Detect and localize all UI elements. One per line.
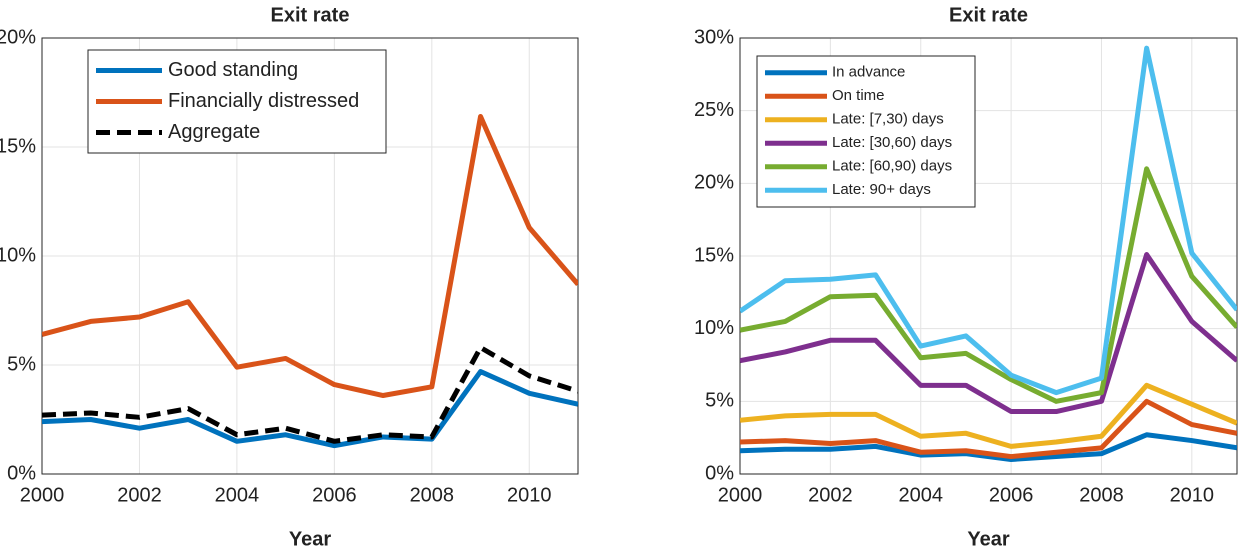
x-tick-label: 2000: [718, 484, 763, 506]
series-line: [740, 398, 1237, 460]
y-tick-label: 5%: [7, 353, 36, 375]
y-tick-label: 20%: [0, 26, 36, 48]
legend-label: Late: [60,90) days: [832, 158, 952, 175]
y-tick-label: 15%: [694, 244, 734, 266]
legend-label: On time: [832, 87, 885, 104]
legend-label: Aggregate: [168, 121, 260, 143]
y-tick-label: 15%: [0, 135, 36, 157]
series-line: [740, 166, 1237, 404]
x-tick-label: 2010: [1170, 484, 1215, 506]
series-line: [740, 432, 1237, 462]
y-tick-label: 0%: [7, 462, 36, 484]
x-tick-label: 2002: [808, 484, 853, 506]
y-tick-label: 20%: [694, 172, 734, 194]
x-tick-label: 2010: [507, 484, 552, 506]
legend-label: Financially distressed: [168, 90, 359, 112]
series-line: [740, 45, 1237, 396]
legend-label: In advance: [832, 64, 905, 81]
x-tick-label: 2008: [1079, 484, 1124, 506]
series-line: [740, 252, 1237, 415]
axes-box: [739, 37, 1238, 475]
x-axis-label: Year: [967, 528, 1009, 550]
legend-label: Late: 90+ days: [832, 181, 931, 198]
chart-title: Exit rate: [271, 4, 350, 26]
series-line: [740, 382, 1237, 449]
x-tick-label: 2004: [898, 484, 943, 506]
legend-box: [756, 55, 976, 208]
series-line: [42, 369, 578, 449]
legend-label: Good standing: [168, 59, 298, 81]
series-line: [42, 345, 578, 444]
x-axis-label: Year: [289, 528, 331, 550]
y-tick-label: 25%: [694, 99, 734, 121]
legend-label: Late: [7,30) days: [832, 111, 944, 128]
series-line: [42, 113, 578, 399]
y-tick-label: 5%: [705, 390, 734, 412]
x-tick-label: 2006: [312, 484, 357, 506]
x-tick-label: 2006: [989, 484, 1034, 506]
y-tick-label: 30%: [694, 26, 734, 48]
x-tick-label: 2002: [117, 484, 162, 506]
y-tick-label: 10%: [0, 244, 36, 266]
legend-label: Late: [30,60) days: [832, 134, 952, 151]
chart-title: Exit rate: [949, 4, 1028, 26]
x-tick-label: 2000: [20, 484, 65, 506]
x-tick-label: 2004: [215, 484, 260, 506]
y-tick-label: 10%: [694, 317, 734, 339]
axes-box: [41, 37, 579, 475]
x-tick-label: 2008: [410, 484, 455, 506]
y-tick-label: 0%: [705, 462, 734, 484]
